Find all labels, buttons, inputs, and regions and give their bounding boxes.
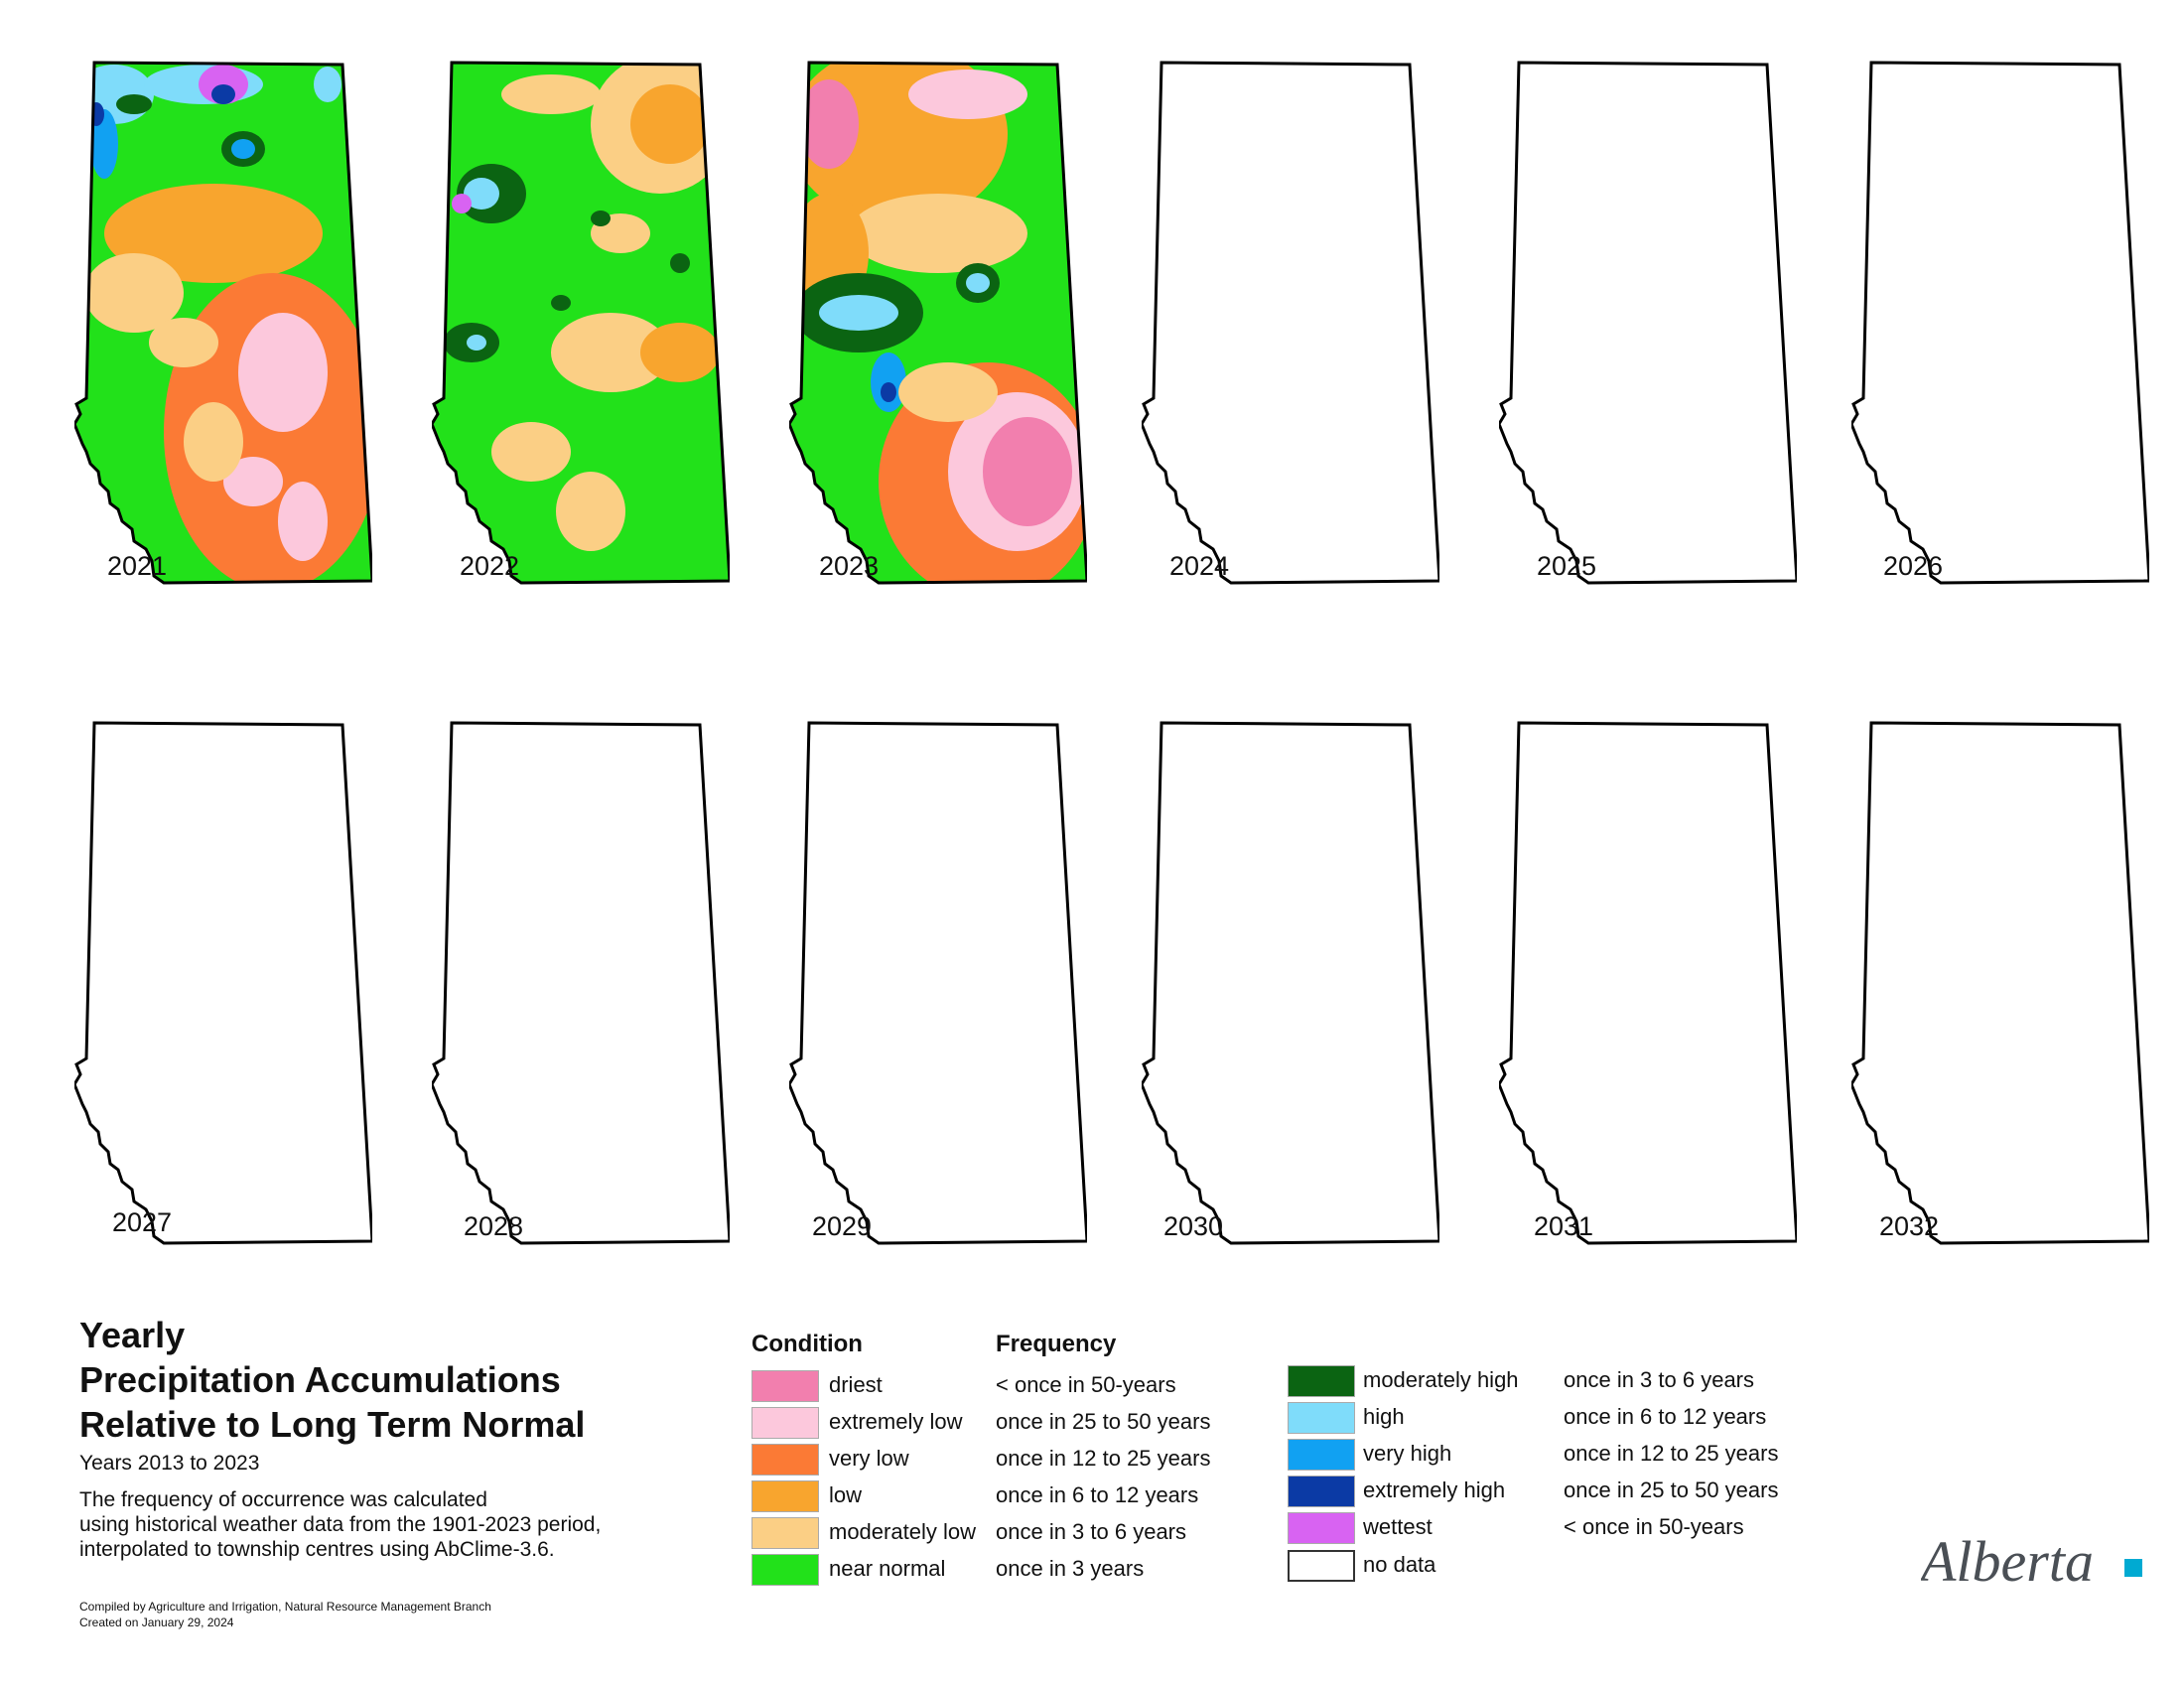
legend-condition: moderately high <box>1363 1367 1519 1392</box>
legend-swatch <box>751 1554 819 1586</box>
map-panel-3 <box>789 55 1087 591</box>
year-label: 2024 <box>1169 551 1230 581</box>
year-label: 2022 <box>460 551 520 581</box>
year-label: 2026 <box>1883 551 1944 581</box>
map-panel-9 <box>789 715 1087 1251</box>
legend-swatch <box>751 1407 819 1439</box>
legend-swatch <box>1288 1476 1355 1507</box>
legend-condition: very low <box>829 1446 909 1471</box>
legend-condition: low <box>829 1482 863 1507</box>
year-label: 2021 <box>107 551 168 581</box>
map-panel-10 <box>1142 715 1439 1251</box>
description-line: The frequency of occurrence was calculat… <box>79 1488 487 1511</box>
logo-square-icon <box>2124 1559 2142 1577</box>
legend-swatch <box>1288 1402 1355 1434</box>
year-label: 2027 <box>112 1207 173 1237</box>
map-panel-6 <box>1851 55 2149 591</box>
map-panel-4 <box>1142 55 1439 591</box>
legend-condition: moderately low <box>829 1519 976 1544</box>
description-line: interpolated to township centres using A… <box>79 1538 555 1561</box>
map-subtitle: Years 2013 to 2023 <box>79 1452 260 1475</box>
map-panel-11 <box>1499 715 1797 1251</box>
credits-line: Created on January 29, 2024 <box>79 1616 234 1629</box>
legend-frequency: once in 25 to 50 years <box>1564 1477 1779 1502</box>
legend-swatch <box>1288 1512 1355 1544</box>
legend-condition: extremely low <box>829 1409 963 1434</box>
title-line: Yearly <box>79 1315 186 1355</box>
map-panel-2 <box>432 55 730 591</box>
legend-condition: extremely high <box>1363 1477 1506 1502</box>
year-label: 2029 <box>812 1211 873 1241</box>
legend-condition: near normal <box>829 1556 946 1581</box>
year-label: 2023 <box>819 551 880 581</box>
year-label: 2025 <box>1537 551 1597 581</box>
legend-frequency: once in 25 to 50 years <box>996 1409 1211 1434</box>
legend-frequency: once in 6 to 12 years <box>996 1482 1199 1507</box>
year-label: 2028 <box>464 1211 524 1241</box>
legend-condition: driest <box>829 1372 883 1397</box>
legend-swatch <box>751 1480 819 1512</box>
legend-condition: wettest <box>1363 1514 1433 1539</box>
legend-frequency: once in 6 to 12 years <box>1564 1404 1767 1429</box>
map-panel-8 <box>432 715 730 1251</box>
year-label: 2030 <box>1163 1211 1224 1241</box>
year-label: 2031 <box>1534 1211 1594 1241</box>
credits: Compiled by Agriculture and Irrigation, … <box>79 1599 491 1630</box>
legend-frequency-header: Frequency <box>996 1331 1117 1357</box>
legend-frequency: once in 3 to 6 years <box>996 1519 1187 1544</box>
legend-frequency: once in 3 to 6 years <box>1564 1367 1755 1392</box>
year-label: 2032 <box>1879 1211 1940 1241</box>
alberta-logo: Alberta <box>1917 1519 2149 1599</box>
map-title: Yearly Precipitation Accumulations Relat… <box>79 1313 585 1447</box>
legend-swatch <box>751 1444 819 1476</box>
legend-condition: high <box>1363 1404 1405 1429</box>
description-line: using historical weather data from the 1… <box>79 1513 602 1536</box>
map-description: The frequency of occurrence was calculat… <box>79 1487 715 1562</box>
legend-condition-header: Condition <box>751 1331 863 1357</box>
legend-swatch <box>1288 1365 1355 1397</box>
legend-swatch <box>1288 1550 1355 1582</box>
legend-frequency: < once in 50-years <box>1564 1514 1744 1539</box>
title-line: Precipitation Accumulations <box>79 1359 561 1400</box>
legend-frequency: once in 3 years <box>996 1556 1145 1581</box>
map-panel-1 <box>74 55 372 591</box>
map-panel-7 <box>74 715 372 1251</box>
legend-swatch <box>751 1370 819 1402</box>
title-line: Relative to Long Term Normal <box>79 1404 586 1445</box>
map-panel-5 <box>1499 55 1797 591</box>
credits-line: Compiled by Agriculture and Irrigation, … <box>79 1600 491 1614</box>
legend-swatch <box>1288 1439 1355 1471</box>
legend-condition: very high <box>1363 1441 1452 1466</box>
legend-frequency: < once in 50-years <box>996 1372 1176 1397</box>
legend-condition: no data <box>1363 1552 1436 1577</box>
map-panel-12 <box>1851 715 2149 1251</box>
legend-frequency: once in 12 to 25 years <box>1564 1441 1779 1466</box>
legend-frequency: once in 12 to 25 years <box>996 1446 1211 1471</box>
legend-swatch <box>751 1517 819 1549</box>
logo-text: Alberta <box>1921 1529 2094 1594</box>
